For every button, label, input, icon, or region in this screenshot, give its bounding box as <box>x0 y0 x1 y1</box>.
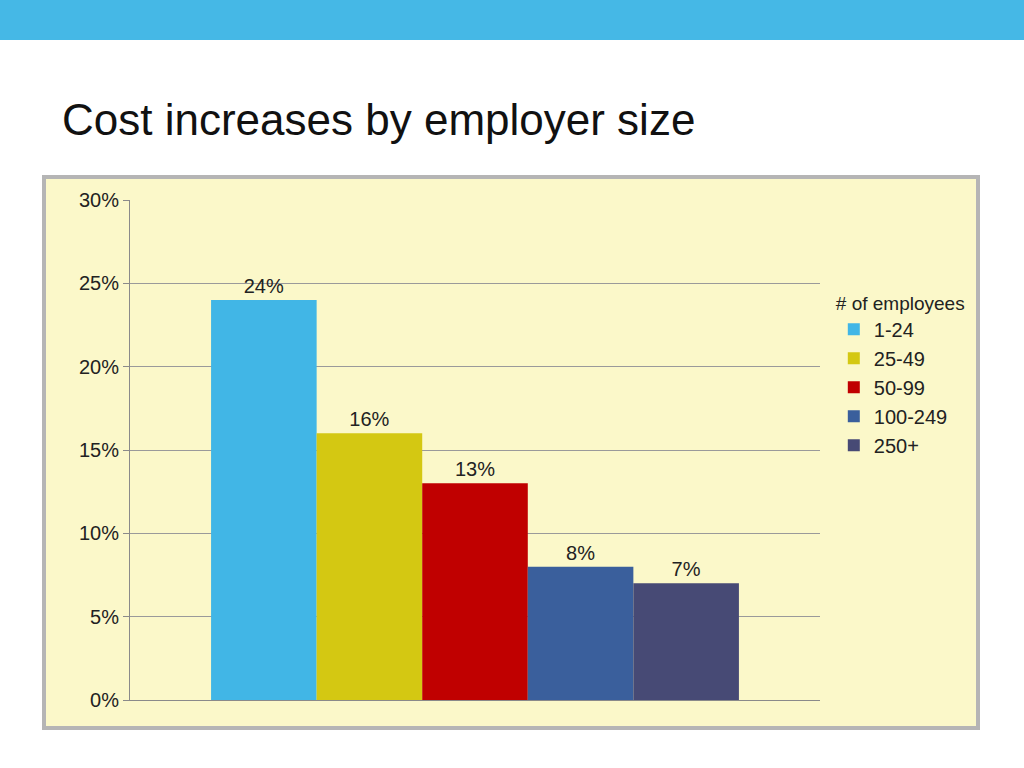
svg-text:10%: 10% <box>79 522 119 544</box>
svg-text:13%: 13% <box>455 458 495 480</box>
svg-text:50-99: 50-99 <box>874 377 925 399</box>
svg-text:16%: 16% <box>349 408 389 430</box>
svg-text:24%: 24% <box>244 275 284 297</box>
svg-text:# of employees: # of employees <box>836 293 965 314</box>
svg-text:20%: 20% <box>79 356 119 378</box>
svg-text:5%: 5% <box>90 606 119 628</box>
svg-text:15%: 15% <box>79 439 119 461</box>
svg-text:100-249: 100-249 <box>874 406 947 428</box>
svg-text:30%: 30% <box>79 189 119 211</box>
svg-text:Cost increases by employer siz: Cost increases by employer size <box>62 95 695 144</box>
svg-text:8%: 8% <box>566 542 595 564</box>
svg-text:1-24: 1-24 <box>874 319 914 341</box>
svg-text:25-49: 25-49 <box>874 348 925 370</box>
svg-text:250+: 250+ <box>874 435 919 457</box>
svg-text:7%: 7% <box>672 558 701 580</box>
svg-text:25%: 25% <box>79 272 119 294</box>
svg-text:0%: 0% <box>90 689 119 711</box>
